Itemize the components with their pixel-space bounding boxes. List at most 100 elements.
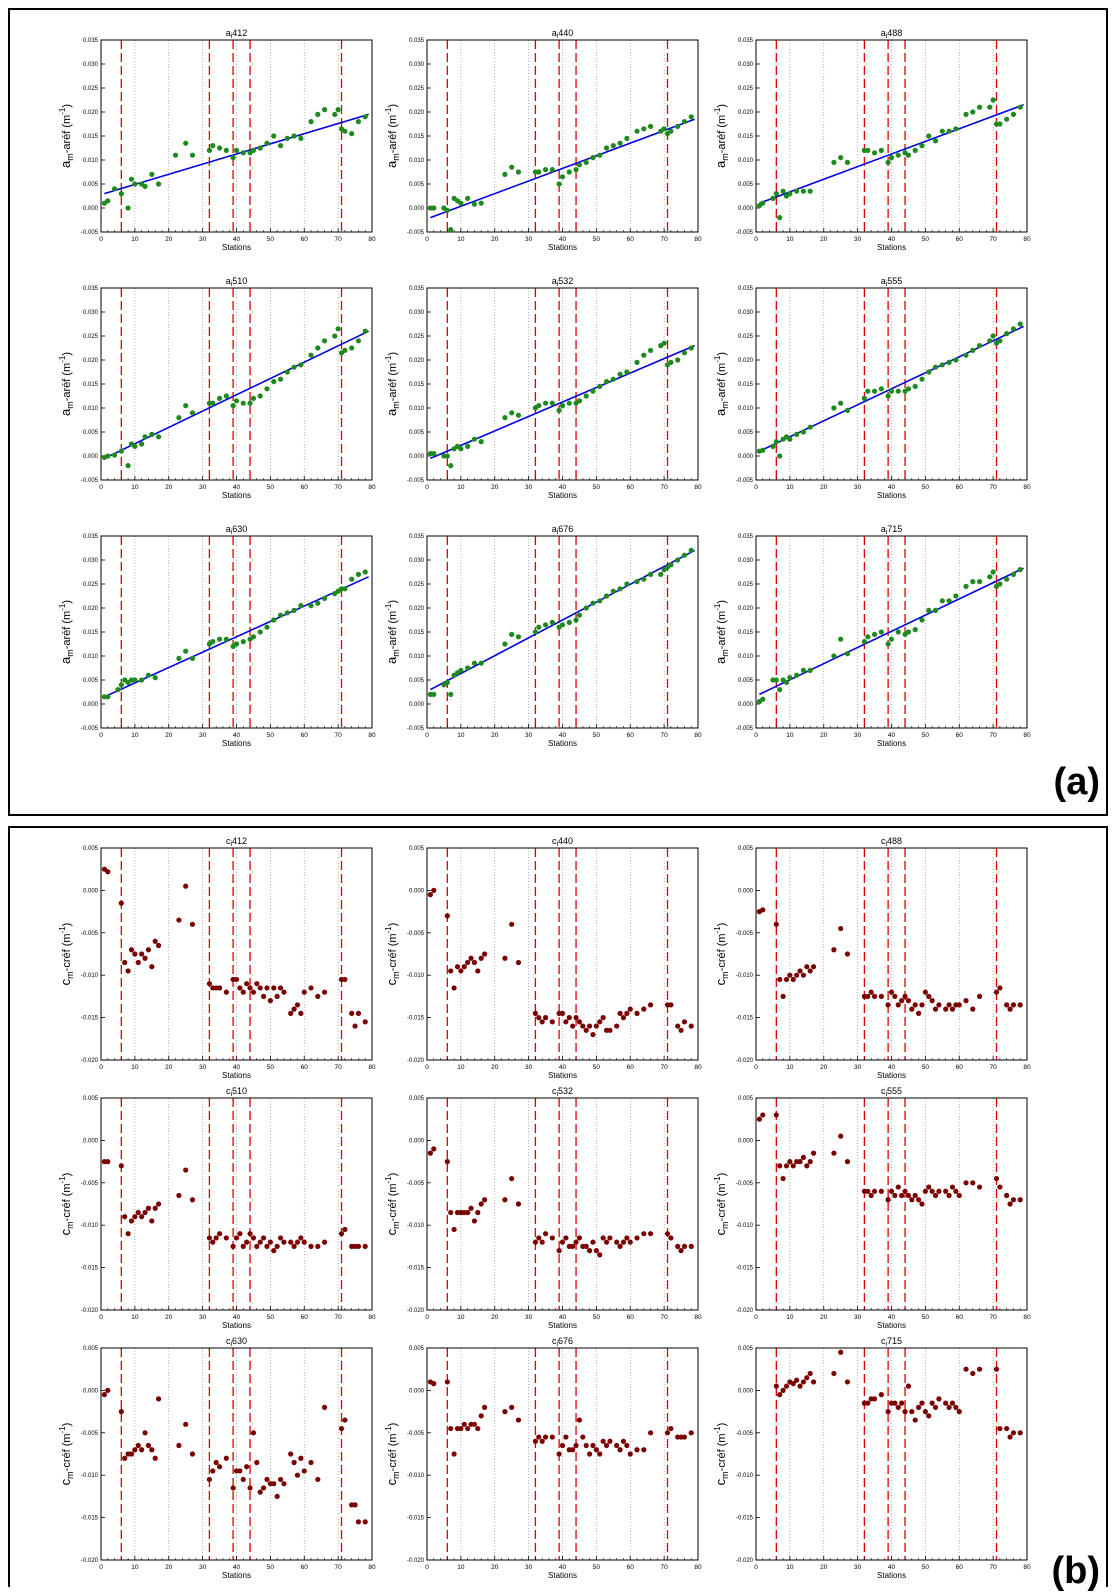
y-tick-label: -0.015: [81, 1266, 99, 1272]
data-point: [189, 1451, 196, 1457]
x-tick-label: 0: [425, 732, 429, 739]
y-tick-label: 0.010: [738, 158, 754, 164]
data-point: [448, 227, 454, 233]
y-tick-label: 0.005: [409, 678, 425, 684]
x-tick-label: 80: [1023, 1564, 1031, 1571]
data-point: [122, 959, 128, 966]
data-point: [797, 1159, 803, 1165]
data-point: [919, 376, 925, 382]
chart-a-510: ai510 -0.005 0.000 0.005 0.010 0.015 0.020 0.02…: [58, 276, 376, 500]
data-point: [675, 123, 681, 129]
data-point: [926, 369, 932, 375]
data-point: [257, 985, 263, 991]
data-point: [155, 181, 162, 187]
y-tick-label: 0.000: [83, 1388, 99, 1394]
data-point: [970, 109, 976, 115]
data-point: [362, 328, 368, 334]
y-axis-label: am-aréf (m-1): [713, 352, 730, 416]
data-point: [247, 985, 253, 991]
data-point: [963, 583, 969, 589]
x-tick-label: 0: [99, 236, 103, 243]
y-tick-label: 0.035: [738, 38, 754, 44]
data-point: [233, 398, 240, 404]
data-point: [929, 1400, 935, 1406]
data-point: [773, 1112, 779, 1118]
x-tick-label: 20: [165, 484, 173, 491]
y-tick-label: 0.005: [409, 846, 425, 852]
data-point: [590, 1442, 596, 1449]
data-point: [189, 655, 196, 661]
data-point: [905, 1192, 912, 1199]
chart-title: ai440: [552, 28, 574, 40]
data-point: [770, 443, 776, 449]
y-axis-label: cm-créf (m-1): [384, 1423, 401, 1486]
x-tick-label: 0: [99, 732, 103, 739]
data-point: [993, 989, 1000, 995]
data-point: [122, 1455, 128, 1461]
data-point: [237, 985, 243, 991]
y-axis-label: cm-créf (m-1): [58, 1173, 75, 1236]
data-point: [1010, 111, 1017, 117]
x-tick-label: 30: [199, 732, 207, 739]
data-point: [556, 407, 562, 413]
data-point: [614, 1442, 620, 1449]
data-point: [661, 126, 667, 132]
y-tick-label: 0.000: [409, 702, 425, 708]
data-point: [274, 1493, 280, 1499]
chart-b-630: ci630 -0.020 -0.015 -0.010 -0.005 0.000 0.005 0…: [58, 1336, 376, 1580]
data-point: [946, 359, 952, 365]
data-point: [536, 1015, 542, 1021]
data-point: [800, 667, 807, 673]
data-point: [583, 159, 589, 165]
data-point: [895, 1002, 901, 1008]
data-point: [223, 147, 229, 153]
data-point: [431, 451, 437, 457]
x-tick-label: 30: [525, 1314, 533, 1321]
data-point: [658, 571, 664, 577]
data-point: [956, 1002, 962, 1008]
data-point: [607, 1027, 613, 1033]
data-point: [244, 1464, 250, 1470]
data-point: [216, 636, 223, 642]
data-point: [478, 660, 484, 666]
data-point: [926, 1184, 932, 1190]
data-point: [844, 1379, 851, 1385]
data-point: [620, 1015, 627, 1021]
data-point: [149, 1218, 155, 1224]
y-tick-label: 0.025: [83, 582, 99, 588]
regression-line: [104, 576, 369, 698]
data-point: [675, 357, 681, 363]
x-axis-label: Stations: [222, 1321, 251, 1330]
data-point: [688, 1430, 694, 1436]
data-point: [230, 403, 236, 409]
x-tick-label: 80: [694, 236, 702, 243]
data-point: [281, 1239, 287, 1245]
x-tick-label: 30: [199, 236, 207, 243]
data-point: [563, 1019, 569, 1025]
data-point: [288, 1239, 294, 1245]
x-tick-label: 10: [131, 1064, 139, 1071]
y-tick-label: 0.035: [738, 286, 754, 292]
x-tick-label: 10: [786, 732, 794, 739]
x-tick-label: 0: [99, 1564, 103, 1571]
x-tick-label: 80: [694, 484, 702, 491]
x-tick-label: 70: [661, 1314, 669, 1321]
data-point: [790, 976, 796, 983]
data-point: [664, 1231, 671, 1237]
data-point: [362, 1019, 368, 1025]
data-point: [223, 1455, 229, 1461]
data-point: [321, 1239, 328, 1245]
x-tick-label: 80: [1023, 732, 1031, 739]
data-point: [943, 1188, 949, 1194]
x-axis-label: Stations: [548, 243, 577, 252]
data-point: [233, 1235, 240, 1241]
data-point: [271, 1481, 277, 1487]
data-point: [301, 1468, 307, 1474]
data-point: [912, 1417, 918, 1423]
data-point: [254, 1459, 260, 1466]
data-point: [135, 1442, 141, 1449]
data-point: [675, 1023, 681, 1029]
data-point: [756, 1116, 762, 1122]
x-tick-label: 40: [559, 236, 567, 243]
x-tick-label: 20: [165, 1064, 173, 1071]
